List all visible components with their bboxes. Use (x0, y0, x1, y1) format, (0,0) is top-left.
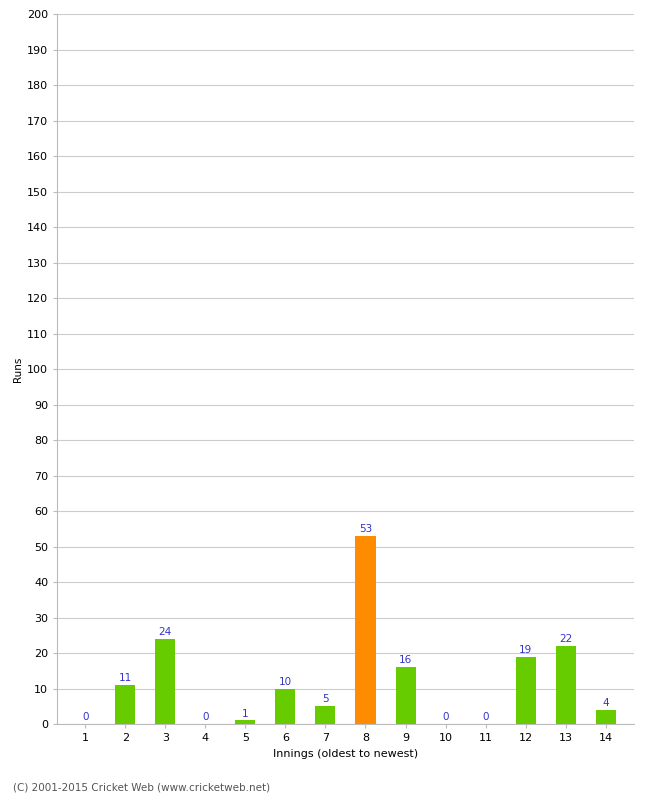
Text: 24: 24 (159, 627, 172, 637)
Text: 4: 4 (603, 698, 609, 708)
Text: 5: 5 (322, 694, 329, 705)
Bar (315, 706, 335, 724)
Text: 19: 19 (519, 645, 532, 655)
Bar (276, 689, 296, 724)
Text: 53: 53 (359, 524, 372, 534)
Text: 0: 0 (482, 712, 489, 722)
X-axis label: Innings (oldest to newest): Innings (oldest to newest) (273, 749, 418, 758)
Bar (595, 710, 616, 724)
Text: 0: 0 (442, 712, 448, 722)
Y-axis label: Runs: Runs (13, 357, 23, 382)
Text: 22: 22 (559, 634, 572, 644)
Text: 16: 16 (399, 655, 412, 666)
Text: (C) 2001-2015 Cricket Web (www.cricketweb.net): (C) 2001-2015 Cricket Web (www.cricketwe… (13, 782, 270, 792)
Text: 0: 0 (82, 712, 88, 722)
Bar (395, 667, 415, 724)
Bar (356, 536, 376, 724)
Text: 11: 11 (119, 673, 132, 683)
Bar (115, 685, 135, 724)
Text: 1: 1 (242, 709, 249, 718)
Text: 0: 0 (202, 712, 209, 722)
Bar (515, 657, 536, 724)
Bar (556, 646, 576, 724)
Bar (235, 721, 255, 724)
Text: 10: 10 (279, 677, 292, 686)
Bar (155, 639, 176, 724)
